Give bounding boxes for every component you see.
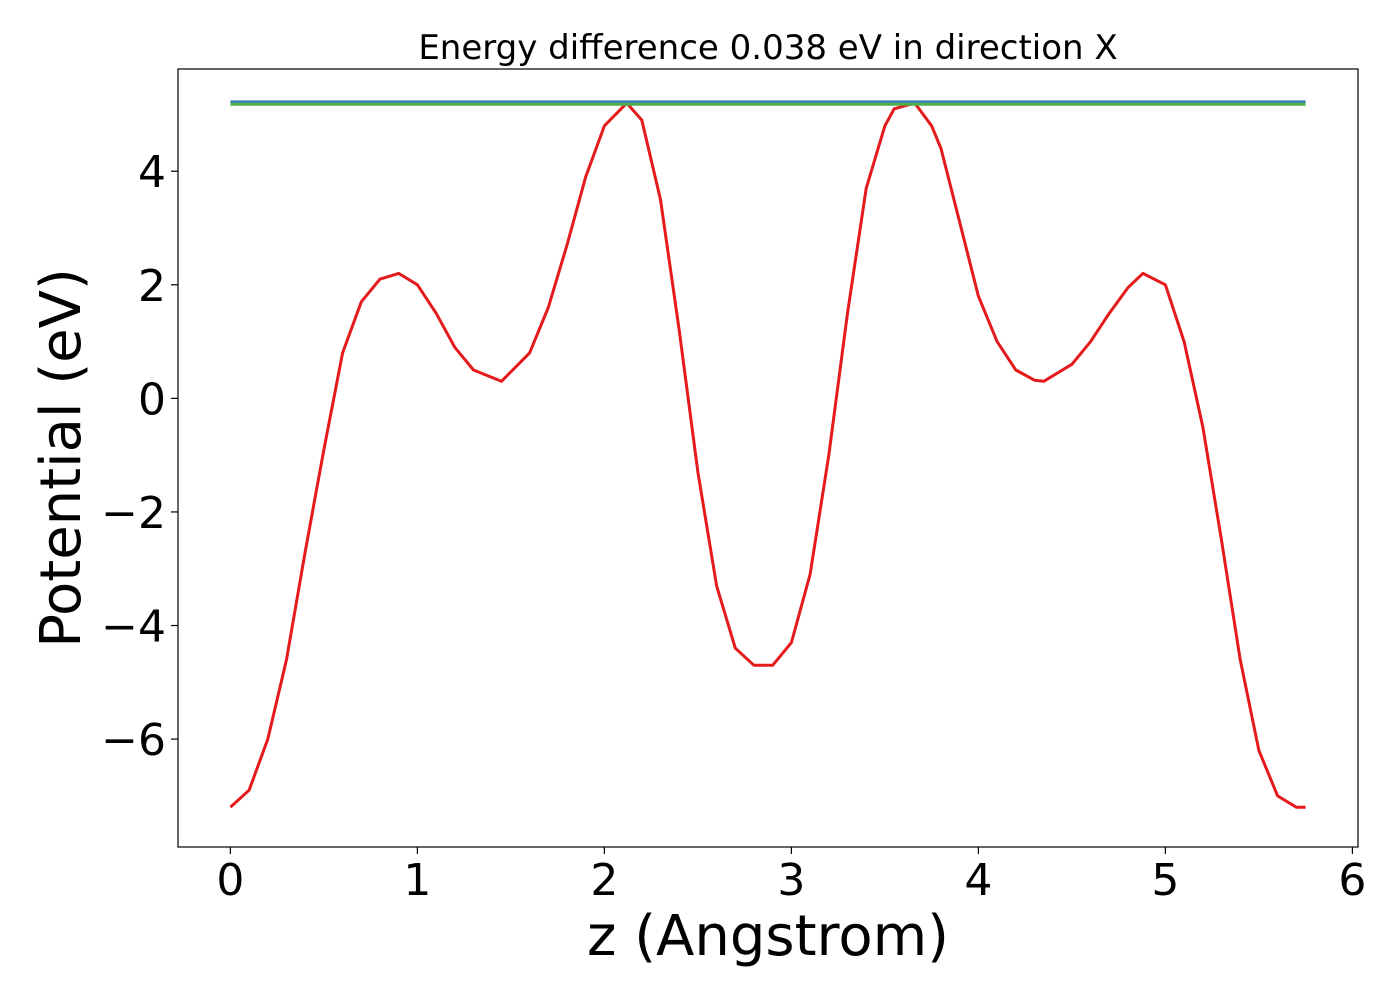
plot-area: 0 1 2 3 4 5 6 −6 −4 −2 0 2 4 — [101, 68, 1366, 906]
y-axis: −6 −4 −2 0 2 4 — [101, 147, 178, 766]
series-line-1 — [229, 101, 1306, 809]
y-tick-label: 0 — [138, 374, 166, 425]
y-tick-label: −2 — [101, 488, 166, 539]
y-tick-label: −4 — [101, 602, 166, 653]
plot-frame — [177, 68, 1359, 848]
x-tick-label: 1 — [403, 855, 431, 906]
x-tick-label: 0 — [216, 855, 244, 906]
x-tick-label: 2 — [590, 855, 618, 906]
x-axis-label: z (Angstrom) — [587, 904, 949, 969]
series-group — [229, 100, 1306, 809]
y-tick-label: 2 — [138, 261, 166, 312]
y-axis-label: Potential (eV) — [29, 268, 94, 648]
x-tick-label: 4 — [964, 855, 992, 906]
x-tick-label: 3 — [777, 855, 805, 906]
y-tick-label: −6 — [101, 715, 166, 766]
y-tick-label: 4 — [138, 147, 166, 198]
x-axis: 0 1 2 3 4 5 6 — [216, 847, 1366, 906]
x-tick-label: 6 — [1338, 855, 1366, 906]
x-tick-label: 5 — [1151, 855, 1179, 906]
chart-title: Energy difference 0.038 eV in direction … — [418, 28, 1117, 68]
